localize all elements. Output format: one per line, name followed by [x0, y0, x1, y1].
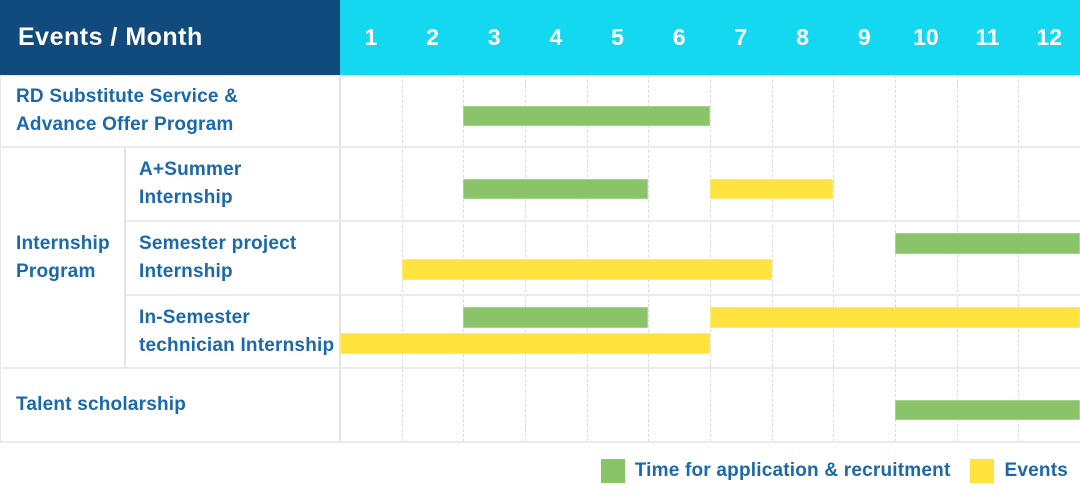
month-header-cell: 12 — [1036, 24, 1063, 50]
row-separator — [0, 146, 1080, 148]
task-label-line: Semester project — [139, 233, 297, 254]
gantt-bar-event — [402, 259, 772, 280]
month-gridline — [402, 75, 403, 442]
task-label-line: technician Internship — [139, 334, 335, 356]
task-label: Semester project Internship — [125, 221, 340, 295]
task-label-line: Internship — [139, 261, 233, 282]
events-month-header: Events / Month — [0, 0, 340, 75]
month-gridline — [710, 75, 711, 442]
task-label-line: RD Substitute Service & — [16, 86, 239, 107]
month-header-cell: 11 — [975, 24, 1000, 50]
gantt-bar-application — [463, 106, 710, 126]
task-label-line: Talent scholarship — [16, 394, 187, 415]
month-gridline — [463, 75, 464, 442]
month-gridline — [772, 75, 773, 442]
gantt-bar-application — [895, 233, 1080, 254]
month-header-cell: 3 — [487, 24, 501, 50]
month-gridline — [895, 75, 896, 442]
month-header-cell: 6 — [672, 24, 686, 50]
row-separator — [125, 294, 1080, 296]
gantt-bar-application — [895, 400, 1080, 420]
table-top-edge — [0, 75, 1080, 76]
month-gridline — [833, 75, 834, 442]
month-header-cell: 10 — [913, 24, 939, 50]
task-label: In-Semester technician Internship — [125, 295, 340, 368]
row-separator — [0, 441, 1080, 443]
legend-swatch-event — [970, 459, 995, 483]
month-header-row: 1 2 3 4 5 6 7 8 9 10 11 12 — [340, 0, 1080, 75]
gantt-bar-event — [710, 307, 1080, 328]
column-divider — [339, 75, 341, 442]
month-header-cell: 2 — [426, 24, 439, 50]
month-header-cell: 8 — [796, 24, 809, 50]
task-label: Talent scholarship — [0, 368, 340, 442]
row-separator — [0, 367, 1080, 369]
table-left-edge — [0, 75, 1, 442]
month-gridline — [1018, 75, 1019, 442]
legend-item: Time for application & recruitment — [600, 459, 951, 483]
month-gridline — [648, 75, 649, 442]
month-gridline — [587, 75, 588, 442]
month-gridline — [525, 75, 526, 442]
legend-label: Events — [1004, 460, 1068, 481]
legend-label: Time for application & recruitment — [634, 460, 951, 481]
legend-item: Events — [970, 459, 1068, 483]
month-header-cell: 1 — [364, 24, 378, 50]
task-label-line: Advance Offer Program — [16, 114, 234, 135]
group-label: Internship Program — [16, 232, 110, 282]
task-label-line: In-Semester — [139, 306, 250, 328]
gantt-bar-event — [340, 333, 710, 354]
month-header-cell: 9 — [857, 24, 871, 50]
task-label-line: A+Summer — [139, 159, 242, 180]
row-separator — [125, 220, 1080, 222]
task-label-line: Internship — [139, 187, 233, 208]
gantt-bar-event — [710, 179, 833, 199]
month-gridline — [957, 75, 958, 442]
month-header-cell: 4 — [549, 24, 563, 50]
month-header-cell: 5 — [611, 24, 624, 50]
legend: Time for application & recruitment Events — [600, 456, 1068, 486]
month-header-cell: 7 — [734, 24, 748, 50]
legend-swatch-application — [600, 459, 625, 483]
task-label: A+Summer Internship — [125, 147, 340, 221]
column-divider — [124, 147, 126, 368]
task-label: RD Substitute Service & Advance Offer Pro… — [0, 75, 340, 147]
gantt-bar-application — [463, 179, 648, 199]
gantt-bar-application — [463, 307, 648, 328]
